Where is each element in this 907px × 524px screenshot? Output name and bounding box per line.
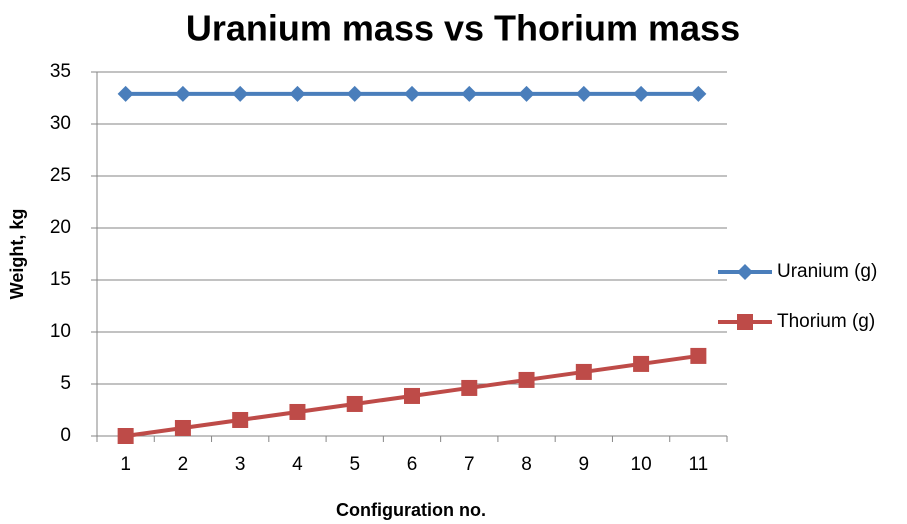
data-point [690,347,707,364]
data-point [518,85,535,102]
x-tick-label: 7 [464,454,475,475]
data-point [174,419,191,436]
x-tick-label: 3 [235,454,246,475]
data-point [404,85,420,102]
data-point [690,85,707,102]
data-point [575,363,592,380]
y-axis-title: Weight, kg [7,209,27,300]
data-point [633,85,650,102]
y-tick-label: 35 [50,61,71,82]
x-tick-label: 8 [521,454,532,475]
legend-marker [737,264,753,280]
data-point [575,85,592,102]
data-point [232,85,249,102]
chart-title: Uranium mass vs Thorium mass [186,8,740,49]
x-tick-label: 5 [349,454,360,475]
y-tick-label: 15 [50,269,71,290]
data-point [633,355,650,372]
data-point [289,85,306,102]
data-point [346,395,363,412]
y-tick-label: 30 [50,113,71,134]
x-tick-label: 1 [120,454,131,475]
x-tick-label: 9 [579,454,590,475]
data-point [289,403,306,420]
x-tick-label: 4 [292,454,303,475]
y-tick-label: 0 [60,425,71,446]
x-tick-label: 6 [407,454,418,475]
legend-label: Uranium (g) [777,261,877,282]
data-point [346,85,363,102]
y-tick-label: 10 [50,321,71,342]
x-tick-label: 10 [631,454,652,475]
data-point [461,379,478,396]
legend-label: Thorium (g) [777,311,875,332]
x-tick-label: 2 [178,454,189,475]
data-point [174,85,191,102]
data-point [518,371,535,388]
legend-marker [737,314,753,330]
data-point [461,85,478,102]
x-axis-title: Configuration no. [336,500,486,520]
x-tick-label: 11 [688,454,708,475]
data-point [404,387,420,404]
data-point [232,411,249,428]
y-tick-label: 25 [50,165,71,186]
y-tick-label: 5 [60,373,71,394]
data-point [117,428,134,444]
data-point [117,85,134,102]
y-tick-label: 20 [50,217,71,238]
